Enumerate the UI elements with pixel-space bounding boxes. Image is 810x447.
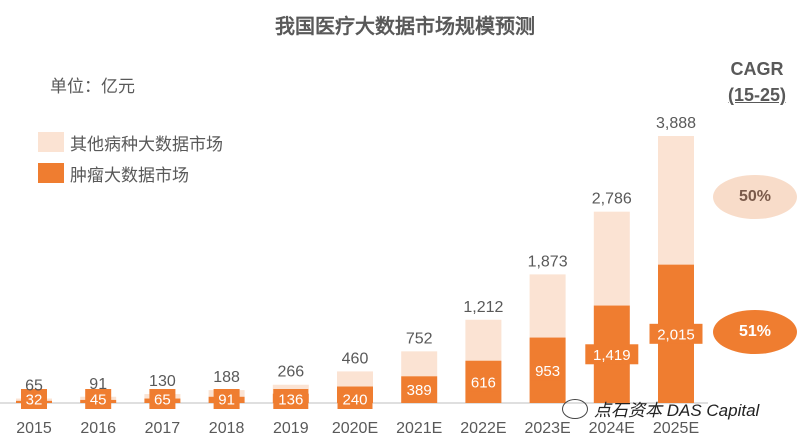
bar-other-2021E <box>401 351 438 377</box>
x-tick-label-2015: 2015 <box>16 420 52 437</box>
legend-swatch-other <box>38 132 64 152</box>
cagr-badge-tumor: 51% <box>713 310 797 354</box>
total-value-label-2017: 130 <box>149 373 176 390</box>
tumor-value-label-2022E: 616 <box>471 374 496 391</box>
x-tick-label-2020E: 2020E <box>332 420 378 437</box>
x-tick-label-2025E: 2025E <box>653 420 699 437</box>
legend: 其他病种大数据市场 肿瘤大数据市场 <box>38 128 223 190</box>
tumor-value-label-2015: 32 <box>26 392 43 409</box>
total-value-label-2023E: 1,873 <box>528 253 568 270</box>
tumor-value-label-2021E: 389 <box>407 382 432 399</box>
cagr-header: CAGR (15-25) <box>712 56 802 108</box>
tumor-label-bg-2022E <box>465 371 501 392</box>
x-tick-label-2024E: 2024E <box>589 420 635 437</box>
total-value-label-2021E: 752 <box>406 330 433 347</box>
x-tick-label-2019: 2019 <box>273 420 309 437</box>
legend-item-tumor: 肿瘤大数据市场 <box>38 159 223 187</box>
legend-item-other: 其他病种大数据市场 <box>38 128 223 156</box>
watermark-text: 点石资本 DAS Capital <box>594 401 760 420</box>
tumor-value-label-2020E: 240 <box>342 392 367 409</box>
legend-swatch-tumor <box>38 163 64 183</box>
bar-other-2020E <box>337 371 373 387</box>
legend-label-tumor: 肿瘤大数据市场 <box>70 165 189 185</box>
legend-label-other: 其他病种大数据市场 <box>70 134 223 154</box>
total-value-label-2019: 266 <box>277 364 304 381</box>
tumor-value-label-2018: 91 <box>218 392 235 409</box>
bar-other-2024E <box>593 211 630 306</box>
total-value-label-2020E: 460 <box>342 350 369 367</box>
total-value-label-2022E: 1,212 <box>463 299 503 316</box>
x-tick-label-2021E: 2021E <box>396 420 442 437</box>
total-value-label-2024E: 2,786 <box>592 191 632 208</box>
tumor-value-label-2024E: 1,419 <box>593 347 631 364</box>
x-tick-label-2016: 2016 <box>80 420 116 437</box>
tumor-value-label-2019: 136 <box>278 392 303 409</box>
cagr-badge-other: 50% <box>713 175 797 219</box>
tumor-label-bg-2021E <box>401 379 437 400</box>
tumor-label-bg-2015 <box>21 389 47 409</box>
cagr-title: CAGR <box>730 59 784 79</box>
x-tick-label-2023E: 2023E <box>524 420 570 437</box>
tumor-label-bg-2024E <box>585 344 639 365</box>
tumor-label-bg-2020E <box>337 389 373 409</box>
tumor-value-label-2017: 65 <box>154 392 171 409</box>
tumor-value-label-2023E: 953 <box>535 363 560 380</box>
total-value-label-2015: 65 <box>25 378 43 395</box>
tumor-label-bg-2019 <box>273 389 309 409</box>
total-value-label-2018: 188 <box>213 369 240 386</box>
x-tick-label-2018: 2018 <box>209 420 245 437</box>
total-value-label-2025E: 3,888 <box>656 115 696 132</box>
bar-other-2025E <box>658 136 694 265</box>
bar-other-2022E <box>465 319 502 361</box>
tumor-label-bg-2017 <box>149 389 176 409</box>
x-tick-label-2017: 2017 <box>145 420 181 437</box>
bar-other-2023E <box>529 274 566 338</box>
x-tick-label-2022E: 2022E <box>460 420 506 437</box>
tumor-value-label-2025E: 2,015 <box>657 326 695 343</box>
tumor-label-bg-2025E <box>649 323 703 344</box>
tumor-label-bg-2018 <box>213 389 240 409</box>
unit-label: 单位：亿元 <box>50 77 135 96</box>
tumor-value-label-2016: 45 <box>90 392 107 409</box>
cagr-period: (15-25) <box>727 85 787 105</box>
tumor-label-bg-2023E <box>530 360 566 381</box>
watermark: 点石资本 DAS Capital <box>562 396 759 421</box>
wechat-icon <box>562 398 588 419</box>
total-value-label-2016: 91 <box>89 376 107 393</box>
tumor-label-bg-2016 <box>85 389 112 409</box>
chart-title: 我国医疗大数据市场规模预测 <box>275 16 535 38</box>
